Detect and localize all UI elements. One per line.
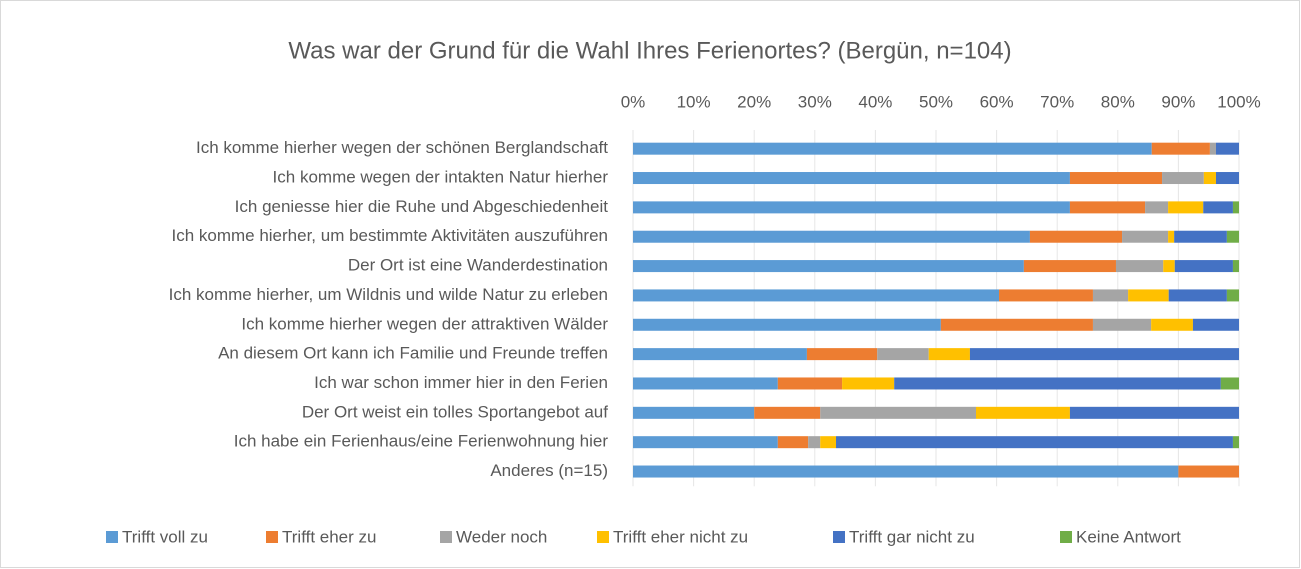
legend-swatch xyxy=(1060,531,1072,543)
bar-segment xyxy=(1069,172,1163,185)
y-tick-label: Ich geniesse hier die Ruhe und Abgeschie… xyxy=(235,197,609,216)
bar-segment xyxy=(777,377,843,390)
bar-segment xyxy=(842,377,895,390)
y-tick-label: Ich komme hierher wegen der attraktiven … xyxy=(241,314,608,333)
legend-label: Trifft voll zu xyxy=(122,527,208,546)
bar-segment xyxy=(1232,260,1239,273)
y-tick-label: Der Ort weist ein tolles Sportangebot au… xyxy=(302,402,608,421)
bar-segment xyxy=(1192,318,1239,331)
y-tick-label: Ich komme hierher, um bestimmte Aktivitä… xyxy=(171,226,608,245)
x-tick-label: 0% xyxy=(621,92,646,111)
x-tick-label: 80% xyxy=(1101,92,1135,111)
legend-swatch xyxy=(266,531,278,543)
x-tick-label: 50% xyxy=(919,92,953,111)
bar-segment xyxy=(999,289,1093,302)
x-tick-label: 10% xyxy=(677,92,711,111)
bar-segment xyxy=(1209,142,1216,155)
x-tick-label: 70% xyxy=(1040,92,1074,111)
legend-swatch xyxy=(597,531,609,543)
bar-segment xyxy=(633,289,1000,302)
bar-segment xyxy=(1220,377,1239,390)
bar-segment xyxy=(1069,201,1146,214)
legend-swatch xyxy=(106,531,118,543)
bar-segment xyxy=(940,318,1093,331)
x-tick-label: 100% xyxy=(1217,92,1260,111)
bar-segment xyxy=(1203,172,1216,185)
bar-segment xyxy=(1151,142,1210,155)
bar-segment xyxy=(1168,230,1175,243)
bar-segment xyxy=(836,436,1233,449)
bar-segment xyxy=(633,318,941,331)
legend-swatch xyxy=(440,531,452,543)
bar-segment xyxy=(1069,406,1239,419)
legend-label: Keine Antwort xyxy=(1076,527,1181,546)
bar-segment xyxy=(1168,289,1227,302)
bar-segment xyxy=(633,377,778,390)
bar-segment xyxy=(754,406,821,419)
x-tick-label: 20% xyxy=(737,92,771,111)
bar-segment xyxy=(1232,201,1239,214)
bar-segment xyxy=(1226,230,1239,243)
y-tick-label: Ich komme wegen der intakten Natur hierh… xyxy=(273,168,609,187)
bar-segment xyxy=(928,348,970,361)
bar-segment xyxy=(1023,260,1116,273)
legend-swatch xyxy=(833,531,845,543)
x-tick-label: 30% xyxy=(798,92,832,111)
bar-segment xyxy=(1232,436,1239,449)
bar-segment xyxy=(1174,230,1227,243)
bar-segment xyxy=(808,436,821,449)
bar-segment xyxy=(777,436,809,449)
bar-segment xyxy=(1122,230,1169,243)
bar-segment xyxy=(1128,289,1169,302)
bar-segment xyxy=(969,348,1239,361)
legend-label: Trifft eher zu xyxy=(282,527,376,546)
y-tick-label: Der Ort ist eine Wanderdestination xyxy=(348,256,608,275)
bar-segment xyxy=(1092,289,1129,302)
bar-segment xyxy=(633,260,1024,273)
x-tick-label: 90% xyxy=(1161,92,1195,111)
legend-label: Weder noch xyxy=(456,527,547,546)
bar-segment xyxy=(1092,318,1152,331)
bar-segment xyxy=(633,201,1070,214)
bar-segment xyxy=(1168,201,1204,214)
bar-segment xyxy=(633,465,1179,478)
chart-title: Was war der Grund für die Wahl Ihres Fer… xyxy=(288,37,1011,64)
y-tick-label: Ich komme hierher wegen der schönen Berg… xyxy=(196,138,608,157)
y-tick-label: Ich komme hierher, um Wildnis und wilde … xyxy=(169,285,608,304)
y-tick-label: Anderes (n=15) xyxy=(490,461,608,480)
bar-segment xyxy=(633,172,1070,185)
bar-segment xyxy=(806,348,878,361)
bar-segment xyxy=(1151,318,1193,331)
bar-segment xyxy=(1145,201,1169,214)
legend-label: Trifft eher nicht zu xyxy=(613,527,748,546)
bar-segment xyxy=(1215,172,1239,185)
bar-segment xyxy=(877,348,929,361)
bar-segment xyxy=(1226,289,1239,302)
bar-segment xyxy=(1029,230,1123,243)
legend-label: Trifft gar nicht zu xyxy=(849,527,975,546)
y-tick-label: Ich habe ein Ferienhaus/eine Ferienwohnu… xyxy=(234,432,609,451)
y-tick-label: An diesem Ort kann ich Familie und Freun… xyxy=(218,344,608,363)
bar-segment xyxy=(633,406,755,419)
bar-segment xyxy=(633,436,778,449)
bar-segment xyxy=(633,142,1152,155)
bar-segment xyxy=(1174,260,1233,273)
bar-segment xyxy=(820,406,976,419)
bar-segment xyxy=(633,348,807,361)
bar-segment xyxy=(1203,201,1233,214)
bar-segment xyxy=(1178,465,1239,478)
bar-segment xyxy=(1215,142,1239,155)
bar-segment xyxy=(894,377,1221,390)
bar-segment xyxy=(633,230,1030,243)
bar-segment xyxy=(975,406,1070,419)
bar-segment xyxy=(1163,260,1175,273)
x-tick-label: 60% xyxy=(980,92,1014,111)
bar-segment xyxy=(1162,172,1204,185)
bar-segment xyxy=(820,436,837,449)
y-tick-label: Ich war schon immer hier in den Ferien xyxy=(314,373,608,392)
x-tick-label: 40% xyxy=(858,92,892,111)
bar-segment xyxy=(1115,260,1164,273)
